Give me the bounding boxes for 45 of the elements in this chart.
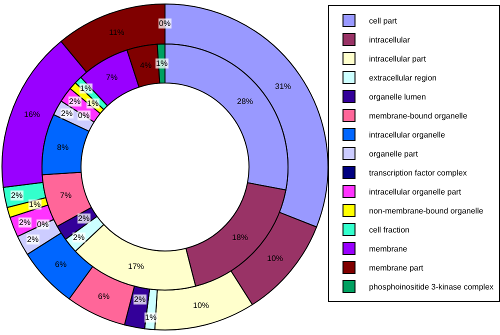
data-label: 1% <box>87 99 99 108</box>
data-label: 1% <box>29 200 41 209</box>
legend-label: phosphoinositide 3-kinase complex <box>369 282 494 292</box>
text: 0% <box>37 220 49 229</box>
data-label: 6% <box>98 292 110 301</box>
text: 0% <box>78 111 90 120</box>
legend-label: membrane-bound organelle <box>369 112 468 121</box>
data-label: 10% <box>193 301 210 310</box>
legend-label: intracellular organelle part <box>369 188 462 197</box>
data-label: 2% <box>19 218 31 227</box>
data-label: 2% <box>27 235 39 244</box>
text: 0% <box>159 19 171 28</box>
data-label: 16% <box>24 110 40 119</box>
legend-label: extracellular region <box>369 74 437 83</box>
legend-label: organelle lumen <box>369 92 426 102</box>
data-label: 4% <box>140 61 152 70</box>
legend-label: non-membrane-bound organelle <box>369 206 484 216</box>
data-label: 1% <box>145 313 157 322</box>
data-label: 18% <box>232 233 248 242</box>
data-label: 1% <box>156 59 168 68</box>
data-label: 11% <box>109 28 124 37</box>
data-label: 7% <box>60 191 72 200</box>
data-label: 10% <box>267 254 284 263</box>
legend-label: transcription factor complex <box>369 168 467 178</box>
legend-label: intracellular <box>369 36 410 45</box>
data-label: 2% <box>61 109 73 118</box>
legend-label: cell part <box>369 16 398 26</box>
data-label: 17% <box>128 262 144 271</box>
legend-label: membrane <box>369 244 408 254</box>
data-label: 28% <box>237 97 254 106</box>
data-label: 2% <box>73 233 85 242</box>
data-label: 8% <box>57 143 69 152</box>
data-label: 7% <box>106 73 118 82</box>
data-label: 2% <box>69 97 81 106</box>
data-label: 2% <box>78 214 90 223</box>
data-label: 2% <box>11 191 23 200</box>
legend-label: cell fraction <box>369 226 410 235</box>
legend-label: intracellular part <box>369 54 427 64</box>
legend-label: membrane part <box>369 264 424 273</box>
legend-label: intracellular organelle <box>369 130 446 140</box>
legend-label: organelle part <box>369 150 419 159</box>
data-label: 6% <box>55 260 67 269</box>
data-label: 2% <box>134 295 146 304</box>
data-label: 31% <box>275 82 292 91</box>
data-label: 1% <box>80 84 92 93</box>
